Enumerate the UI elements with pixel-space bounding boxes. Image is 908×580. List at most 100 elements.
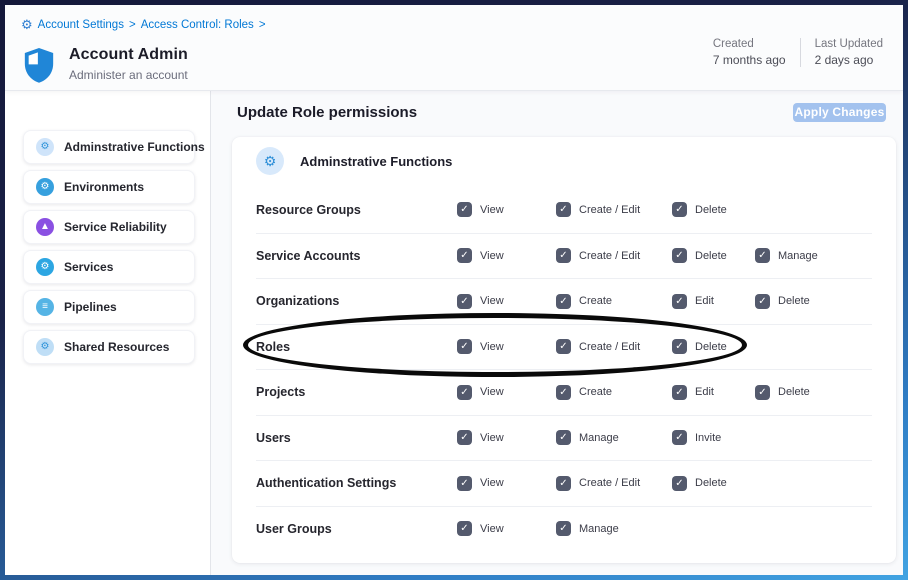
checkbox-checked-icon[interactable]: ✓ [457, 202, 472, 218]
permission-row-roles: Roles ✓ View ✓ Create / Edit ✓ Delete [256, 323, 872, 370]
breadcrumb-separator: > [128, 18, 136, 31]
permission-checkbox-view[interactable]: ✓ View [457, 521, 556, 537]
checkbox-checked-icon[interactable]: ✓ [556, 293, 571, 309]
sidebar-item-service-reliability[interactable]: ▲ Service Reliability [23, 210, 195, 244]
checkbox-checked-icon[interactable]: ✓ [672, 339, 687, 355]
permission-checkbox-delete[interactable]: ✓ Delete [672, 475, 755, 491]
permission-checkbox-edit[interactable]: ✓ Edit [672, 384, 755, 400]
sidebar-item-environments[interactable]: ⚙ Environments [23, 170, 195, 204]
shared-resources-icon: ⚙ [36, 338, 54, 356]
checkbox-checked-icon[interactable]: ✓ [672, 475, 687, 491]
permission-label: Create [579, 386, 613, 399]
permission-checkbox-delete[interactable]: ✓ Delete [755, 293, 872, 309]
breadcrumb-access-control-roles[interactable]: Access Control: Roles [140, 18, 254, 31]
breadcrumb-separator: > [258, 18, 266, 31]
permission-checkbox-view[interactable]: ✓ View [457, 384, 556, 400]
gear-icon: ⚙ [21, 17, 33, 32]
sidebar-item-adminstrative-functions[interactable]: ⚙ Adminstrative Functions [23, 130, 205, 164]
permission-checkbox-view[interactable]: ✓ View [457, 293, 556, 309]
sidebar-item-shared-resources[interactable]: ⚙ Shared Resources [23, 330, 195, 364]
service-reliability-icon: ▲ [36, 218, 54, 236]
checkbox-checked-icon[interactable]: ✓ [457, 248, 472, 264]
page-title: Account Admin [69, 46, 188, 63]
permission-row-user-groups: User Groups ✓ View ✓ Manage [256, 505, 872, 552]
permission-checkbox-delete[interactable]: ✓ Delete [672, 339, 755, 355]
permission-checkbox-invite[interactable]: ✓ Invite [672, 430, 755, 446]
checkbox-checked-icon[interactable]: ✓ [755, 293, 770, 309]
permission-checkbox-delete[interactable]: ✓ Delete [672, 248, 755, 264]
apply-changes-button[interactable]: Apply Changes [793, 102, 886, 122]
checkbox-checked-icon[interactable]: ✓ [556, 384, 571, 400]
permission-label: Manage [579, 522, 619, 535]
checkbox-checked-icon[interactable]: ✓ [457, 293, 472, 309]
permission-label: Create [579, 295, 613, 308]
permission-label: View [480, 386, 504, 399]
meta-created-value: 7 months ago [712, 53, 786, 67]
permission-checkbox-delete[interactable]: ✓ Delete [672, 202, 755, 218]
checkbox-checked-icon[interactable]: ✓ [672, 430, 687, 446]
permission-checkbox-manage[interactable]: ✓ Manage [556, 430, 672, 446]
permission-label: Edit [695, 386, 714, 399]
checkbox-checked-icon[interactable]: ✓ [457, 475, 472, 491]
permission-label: View [480, 477, 504, 490]
sidebar-item-pipelines[interactable]: ≡ Pipelines [23, 290, 195, 324]
gear-icon: ⚙ [256, 147, 284, 175]
permission-row-organizations: Organizations ✓ View ✓ Create ✓ Edit ✓ Delete [256, 278, 872, 324]
permission-checkbox-manage[interactable]: ✓ Manage [755, 248, 872, 264]
permission-checkbox-view[interactable]: ✓ View [457, 430, 556, 446]
breadcrumb-account-settings[interactable]: Account Settings [37, 18, 124, 31]
meta-last-updated-label: Last Updated [814, 38, 883, 50]
permission-checkbox-view[interactable]: ✓ View [457, 339, 556, 355]
checkbox-checked-icon[interactable]: ✓ [755, 384, 770, 400]
permission-checkbox-create-edit[interactable]: ✓ Create / Edit [556, 339, 672, 355]
checkbox-checked-icon[interactable]: ✓ [556, 248, 571, 264]
resource-name: Resource Groups [256, 202, 361, 217]
sidebar-item-services[interactable]: ⚙ Services [23, 250, 195, 284]
permission-label: Create / Edit [579, 249, 641, 262]
checkbox-checked-icon[interactable]: ✓ [457, 384, 472, 400]
sidebar-item-label: Pipelines [64, 300, 117, 314]
permission-checkbox-create-edit[interactable]: ✓ Create / Edit [556, 202, 672, 218]
checkbox-checked-icon[interactable]: ✓ [457, 339, 472, 355]
role-meta: Created 7 months ago Last Updated 2 days… [699, 38, 885, 67]
section-header: ⚙ Adminstrative Functions [256, 147, 872, 175]
checkbox-checked-icon[interactable]: ✓ [672, 384, 687, 400]
permission-label: View [480, 522, 504, 535]
permission-checkbox-edit[interactable]: ✓ Edit [672, 293, 755, 309]
checkbox-checked-icon[interactable]: ✓ [672, 202, 687, 218]
permission-checkbox-view[interactable]: ✓ View [457, 248, 556, 264]
checkbox-checked-icon[interactable]: ✓ [556, 339, 571, 355]
permission-label: Delete [695, 477, 727, 490]
app-window: ⚙ Account Settings > Access Control: Rol… [5, 5, 903, 575]
permission-checkbox-manage[interactable]: ✓ Manage [556, 521, 672, 537]
checkbox-checked-icon[interactable]: ✓ [755, 248, 770, 264]
permission-label: View [480, 340, 504, 353]
title-row: Account Admin Administer an account [22, 46, 188, 84]
checkbox-checked-icon[interactable]: ✓ [556, 475, 571, 491]
permission-label: Create / Edit [579, 477, 641, 490]
checkbox-checked-icon[interactable]: ✓ [556, 430, 571, 446]
permission-checkbox-view[interactable]: ✓ View [457, 202, 556, 218]
meta-created: Created 7 months ago [699, 38, 800, 67]
permission-checkbox-view[interactable]: ✓ View [457, 475, 556, 491]
permission-checkbox-create[interactable]: ✓ Create [556, 293, 672, 309]
permission-checkbox-delete[interactable]: ✓ Delete [755, 384, 872, 400]
checkbox-checked-icon[interactable]: ✓ [556, 202, 571, 218]
permission-label: Edit [695, 295, 714, 308]
checkbox-checked-icon[interactable]: ✓ [457, 521, 472, 537]
permission-label: Manage [579, 431, 619, 444]
page-header: ⚙ Account Settings > Access Control: Rol… [5, 5, 903, 91]
sidebar-item-label: Services [64, 260, 114, 274]
checkbox-checked-icon[interactable]: ✓ [556, 521, 571, 537]
resource-name: Service Accounts [256, 248, 361, 263]
checkbox-checked-icon[interactable]: ✓ [457, 430, 472, 446]
permission-checkbox-create-edit[interactable]: ✓ Create / Edit [556, 475, 672, 491]
services-icon: ⚙ [36, 258, 54, 276]
permission-checkbox-create[interactable]: ✓ Create [556, 384, 672, 400]
resource-name: Organizations [256, 294, 340, 309]
title-block: Account Admin Administer an account [69, 46, 188, 82]
permission-row-authentication-settings: Authentication Settings ✓ View ✓ Create / E… [256, 460, 872, 506]
permission-checkbox-create-edit[interactable]: ✓ Create / Edit [556, 248, 672, 264]
checkbox-checked-icon[interactable]: ✓ [672, 248, 687, 264]
checkbox-checked-icon[interactable]: ✓ [672, 293, 687, 309]
